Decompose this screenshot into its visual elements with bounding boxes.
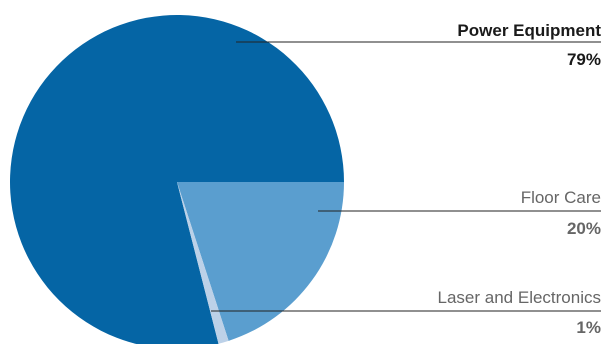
pie-slices xyxy=(10,15,344,344)
slice-value-floor-care: 20% xyxy=(567,219,601,238)
slice-label-floor-care: Floor Care xyxy=(521,188,601,207)
slice-value-power-equipment: 79% xyxy=(567,50,601,69)
pie-slice-laser-and-electronics xyxy=(177,182,229,344)
pie-slice-floor-care xyxy=(177,182,344,341)
slice-label-laser-and-electronics: Laser and Electronics xyxy=(438,288,601,307)
slice-labels: Power Equipment 79% Floor Care 20% Laser and… xyxy=(438,21,602,337)
leader-lines xyxy=(211,41,601,312)
slice-label-power-equipment: Power Equipment xyxy=(457,21,601,40)
pie-slice-power-equipment xyxy=(10,15,344,344)
slice-value-laser-and-electronics: 1% xyxy=(576,318,601,337)
